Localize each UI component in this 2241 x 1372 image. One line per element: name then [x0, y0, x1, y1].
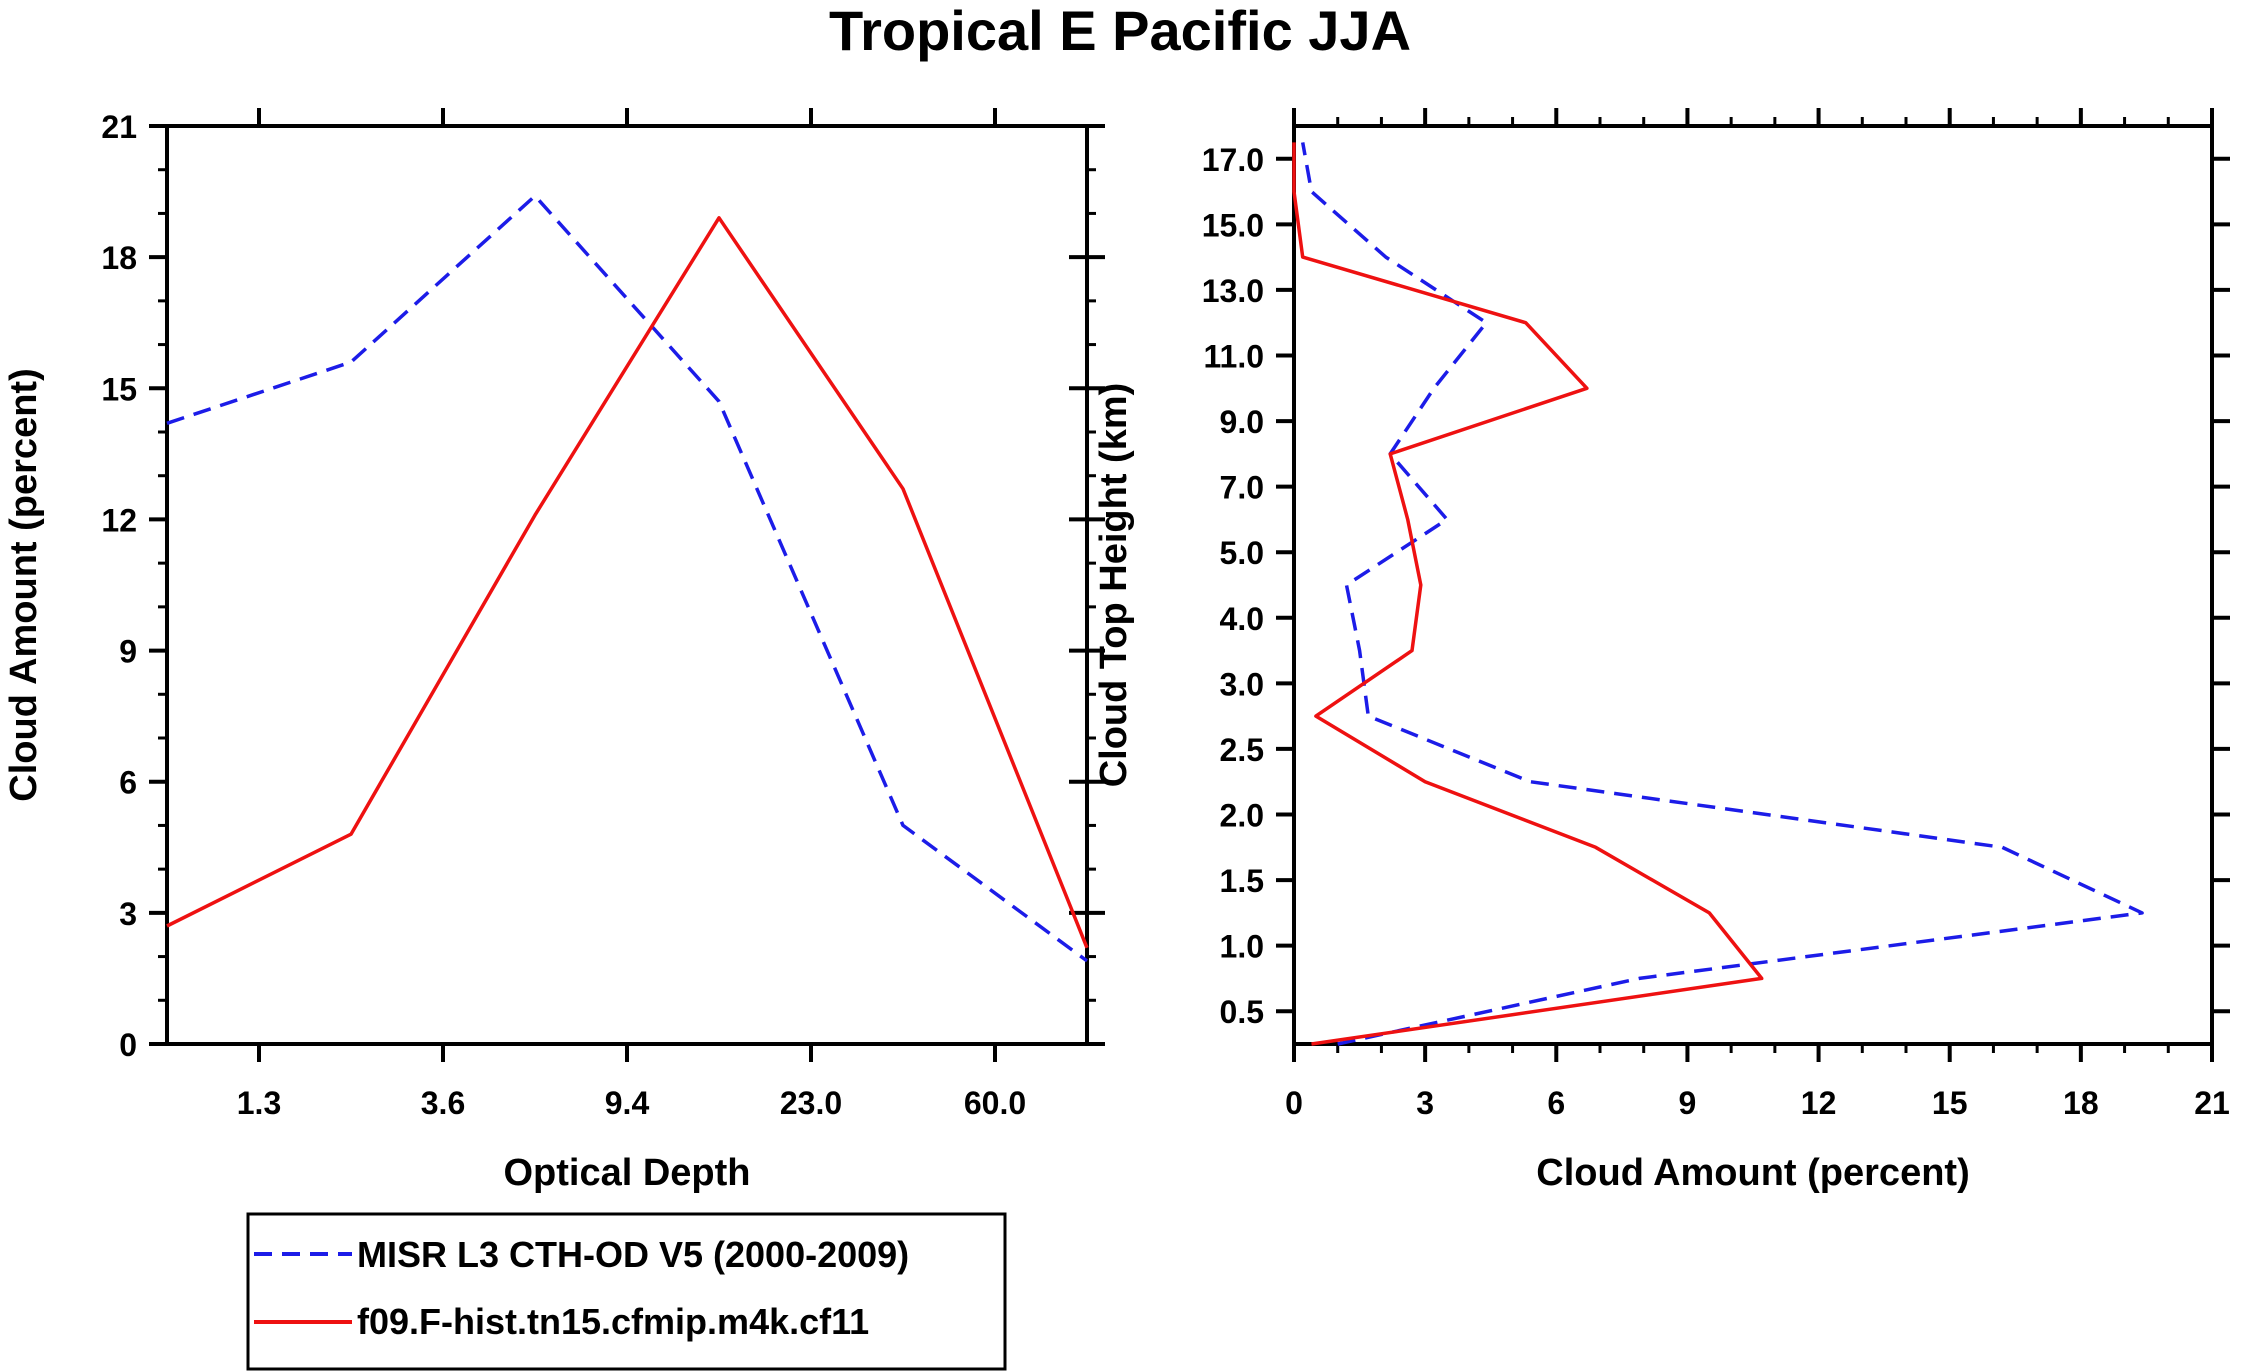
legend-label-misr: MISR L3 CTH-OD V5 (2000-2009): [357, 1234, 909, 1275]
left-y-tick-label: 15: [101, 371, 137, 407]
legend-box: [246, 1212, 1007, 1371]
right-y-tick-label: 1.5: [1220, 863, 1264, 899]
left-series-line-misr: [166, 194, 1089, 963]
left-x-ticks: 1.3 3.6 9.4 23.0 60.0: [237, 108, 1026, 1121]
right-y-tick-label: 1.0: [1220, 929, 1264, 965]
right-y-tick-label: 5.0: [1220, 535, 1264, 571]
right-plot-frame: [1292, 124, 2214, 1046]
right-y-tick-label: 9.0: [1220, 404, 1264, 440]
right-y-ticks: 0.5 1.0 1.5 2.0 2.5 3.0 4.0 5.0 7.0 9.0 11.0 13.0 15…: [1202, 142, 2230, 1030]
right-y-tick-label: 7.0: [1220, 470, 1264, 506]
right-y-tick-label: 4.0: [1220, 601, 1264, 637]
right-x-tick-label: 0: [1285, 1085, 1303, 1121]
right-series-line-model: [1292, 142, 1764, 1046]
right-x-tick-label: 18: [2063, 1085, 2099, 1121]
right-x-tick-label: 9: [1679, 1085, 1697, 1121]
left-y-tick-label: 12: [101, 502, 137, 538]
left-plot-frame: [165, 124, 1089, 1046]
left-x-axis-label: Optical Depth: [503, 1152, 750, 1194]
right-y-tick-label: 11.0: [1203, 339, 1264, 375]
right-panel: 0.5 1.0 1.5 2.0 2.5 3.0 4.0 5.0 7.0 9.0 11.0 13.0 15…: [1093, 108, 2230, 1194]
left-x-tick-label: 1.3: [237, 1085, 281, 1121]
right-x-tick-label: 15: [1932, 1085, 1968, 1121]
right-x-tick-label: 12: [1801, 1085, 1837, 1121]
left-panel: 0 3 6 9 12 15 18 21 1.3 3.6 9.4 23.0 60.0 Optical D…: [3, 108, 1105, 1194]
left-y-axis-label: Cloud Amount (percent): [3, 368, 45, 801]
right-series-line-misr: [1300, 142, 2144, 1046]
left-y-tick-label: 0: [119, 1027, 137, 1063]
left-x-tick-label: 23.0: [780, 1085, 842, 1121]
left-x-tick-label: 9.4: [605, 1085, 650, 1121]
right-x-tick-label: 3: [1416, 1085, 1434, 1121]
left-y-tick-label: 9: [119, 634, 137, 670]
left-y-tick-label: 21: [101, 109, 137, 145]
left-y-tick-label: 18: [101, 240, 137, 276]
left-y-tick-label: 3: [119, 896, 137, 932]
right-y-tick-label: 13.0: [1202, 273, 1264, 309]
left-y-tick-label: 6: [119, 765, 137, 801]
left-x-tick-label: 60.0: [964, 1085, 1026, 1121]
legend-label-model: f09.F-hist.tn15.cfmip.m4k.cf11: [357, 1301, 869, 1342]
right-y-tick-label: 2.5: [1220, 732, 1264, 768]
figure-title: Tropical E Pacific JJA: [829, 0, 1411, 62]
left-y-ticks: 0 3 6 9 12 15 18 21: [101, 109, 1105, 1063]
right-y-tick-label: 15.0: [1202, 207, 1264, 243]
right-x-tick-label: 21: [2194, 1085, 2230, 1121]
right-y-tick-label: 0.5: [1220, 994, 1264, 1030]
legend: MISR L3 CTH-OD V5 (2000-2009) f09.F-hist…: [246, 1212, 1007, 1371]
right-x-ticks: 0 3 6 9 12 15 18 21: [1285, 108, 2230, 1121]
right-y-tick-label: 3.0: [1220, 666, 1264, 702]
left-series-line-model: [166, 216, 1089, 949]
right-x-tick-label: 6: [1547, 1085, 1565, 1121]
right-y-axis-label: Cloud Top Height (km): [1093, 383, 1135, 788]
left-series: [166, 194, 1089, 963]
left-x-tick-label: 3.6: [421, 1085, 465, 1121]
right-series: [1292, 142, 2144, 1046]
right-y-tick-label: 17.0: [1202, 142, 1264, 178]
right-x-axis-label: Cloud Amount (percent): [1536, 1152, 1969, 1194]
right-y-tick-label: 2.0: [1220, 798, 1264, 834]
